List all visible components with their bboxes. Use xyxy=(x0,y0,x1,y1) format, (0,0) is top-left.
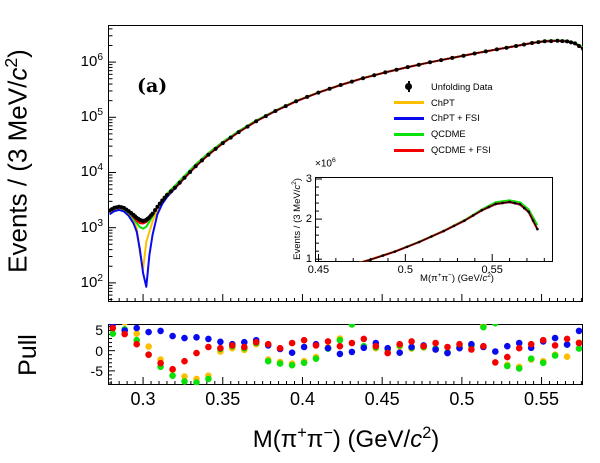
axis-tick-label: 0.45 xyxy=(364,389,400,409)
legend-label: QCDME xyxy=(431,129,466,140)
main-y-axis-title: Events / (3 MeV/c2) xyxy=(1,49,33,273)
inset-plot-area xyxy=(315,177,553,262)
axis-tick-label: 5 xyxy=(95,322,103,339)
legend-item-chpt: ChPT xyxy=(394,95,493,111)
axis-tick-label: 103 xyxy=(80,217,103,236)
axis-tick-label: 2 xyxy=(305,213,312,226)
qcdme-line-marker-icon xyxy=(394,129,424,140)
axis-tick-label: 0.5 xyxy=(397,264,413,276)
axis-tick-label: 106 xyxy=(80,52,103,71)
legend-label: ChPT + FSI xyxy=(431,113,480,124)
axis-tick-label: 3 xyxy=(305,173,312,185)
axis-tick-label: 0.3 xyxy=(130,389,156,409)
axis-tick-label: 0.4 xyxy=(289,389,315,409)
axis-tick-label: 105 xyxy=(80,107,103,126)
axis-tick-label: 0.55 xyxy=(481,264,503,276)
chpt-line-marker-icon xyxy=(394,97,424,108)
axis-tick-label: 1 xyxy=(305,253,312,266)
data-point-marker-icon xyxy=(394,81,424,93)
legend-item-unfolding-data: Unfolding Data xyxy=(394,79,493,95)
legend-item-qcdme-fsi: QCDME + FSI xyxy=(394,142,493,158)
axis-tick-label: 102 xyxy=(80,272,103,291)
panel-label: (a) xyxy=(137,75,168,97)
axis-tick-label: 104 xyxy=(80,162,103,181)
axis-tick-label: 0 xyxy=(95,342,103,359)
pull-plot-area xyxy=(108,324,583,385)
legend-item-chpt-fsi: ChPT + FSI xyxy=(394,111,493,127)
series-points-qcdme-fsi xyxy=(109,324,583,373)
legend-item-qcdme: QCDME xyxy=(394,126,493,142)
axis-tick-label: 0.5 xyxy=(449,389,475,409)
inset-axis-multiplier: ×106 xyxy=(315,157,336,170)
series-points-unfolding-data xyxy=(357,200,539,262)
inset-x-axis-title: M(π+π−) (GeV/c2) xyxy=(420,272,494,285)
axis-tick-label: 0.45 xyxy=(307,264,330,276)
axis-tick-label: 0.35 xyxy=(205,389,241,409)
x-axis-title: M(π+π−) (GeV/c2) xyxy=(252,424,440,453)
legend-label: ChPT xyxy=(431,97,455,108)
qcdme-fsi-line-marker-icon xyxy=(394,145,424,156)
legend: Unfolding Data ChPT ChPT + FSI QCDME QCD… xyxy=(394,79,493,158)
pull-y-axis-title: Pull xyxy=(14,334,42,376)
axis-tick-label: 0.55 xyxy=(524,389,560,409)
axis-tick-label: -5 xyxy=(90,362,103,379)
chpt-fsi-line-marker-icon xyxy=(394,113,424,124)
legend-label: QCDME + FSI xyxy=(431,145,491,156)
series-points-unfolding-data xyxy=(108,38,583,223)
legend-label: Unfolding Data xyxy=(431,81,493,92)
